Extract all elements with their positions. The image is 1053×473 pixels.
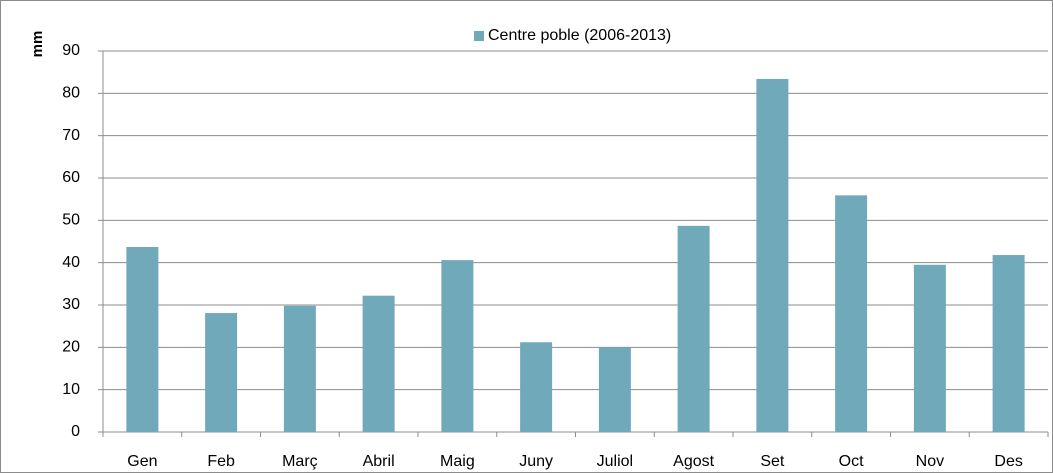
x-tick-label: Juny	[519, 453, 553, 470]
legend-swatch	[474, 31, 484, 41]
y-tick-label: 90	[62, 42, 80, 59]
bar	[835, 195, 868, 432]
x-tick-label: Gen	[127, 453, 157, 470]
y-tick-label: 30	[62, 296, 80, 313]
x-tick-label: Oct	[839, 453, 864, 470]
x-tick-label: Maig	[440, 453, 475, 470]
bar	[520, 342, 553, 432]
y-tick-label: 40	[62, 254, 80, 271]
y-tick-label: 50	[62, 212, 80, 229]
bar	[756, 78, 789, 432]
bar	[205, 313, 238, 432]
y-tick-label: 0	[71, 423, 80, 440]
x-tick-label: Abril	[363, 453, 395, 470]
bar	[992, 255, 1025, 432]
y-tick-label: 10	[62, 381, 80, 398]
bar	[677, 225, 710, 432]
bar	[598, 347, 631, 432]
y-tick-label: 70	[62, 127, 80, 144]
x-tick-label: Juliol	[597, 453, 633, 470]
y-axis-label: mm	[29, 31, 46, 58]
y-tick-label: 80	[62, 85, 80, 102]
y-tick-label: 60	[62, 169, 80, 186]
x-tick-label: Agost	[673, 453, 714, 470]
x-tick-label: Set	[760, 453, 785, 470]
bar	[362, 295, 395, 432]
x-tick-label: Nov	[916, 453, 944, 470]
x-tick-label: Feb	[207, 453, 235, 470]
bar	[913, 264, 946, 432]
legend-label: Centre poble (2006-2013)	[488, 27, 671, 44]
x-tick-label: Març	[282, 453, 318, 470]
y-tick-label: 20	[62, 339, 80, 356]
bar	[283, 305, 316, 432]
x-tick-label: Des	[994, 453, 1022, 470]
bar	[126, 247, 159, 432]
bar	[441, 260, 474, 432]
